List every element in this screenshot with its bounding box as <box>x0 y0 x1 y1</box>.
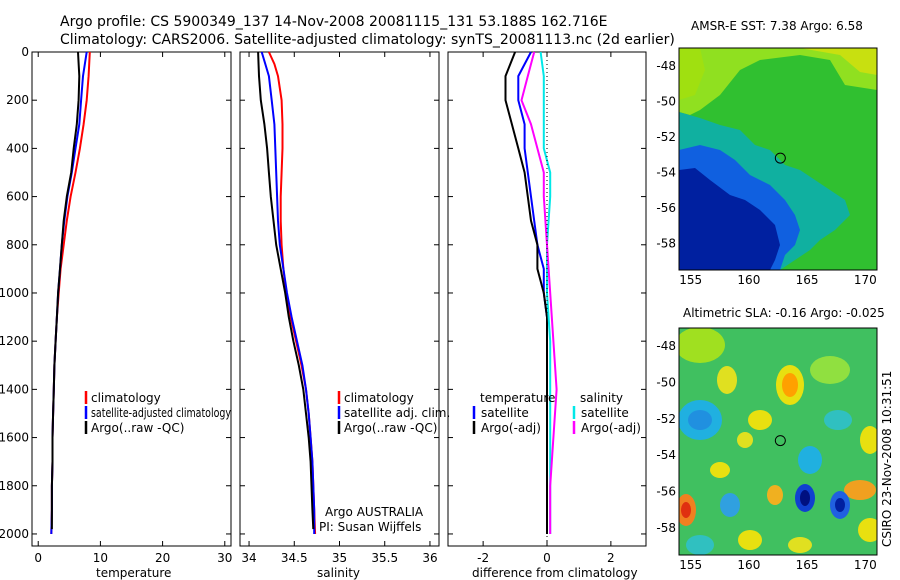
legend-label-temp-argo: Argo(-adj) <box>481 421 541 435</box>
legend-label-sat-adj: satellite-adjusted climatology <box>91 406 231 420</box>
difference-legend-temperature: temperature satellite Argo(-adj) <box>472 391 555 435</box>
y-tick-label: 800 <box>6 238 29 252</box>
x-tick-label: -2 <box>477 551 489 565</box>
y-tick-label: 200 <box>6 93 29 107</box>
legend-label-temp-satellite: satellite <box>481 406 529 420</box>
sst-map-image <box>679 48 877 270</box>
map-y-tick-label: -48 <box>656 59 676 73</box>
y-tick-label: 600 <box>6 190 29 204</box>
map-x-tick-label: 170 <box>854 558 877 572</box>
difference-legend-salinity: salinity satellite Argo(-adj) <box>572 391 641 435</box>
x-tick-label: 2 <box>607 551 615 565</box>
temperature-panel-frame <box>31 51 232 547</box>
series-line-temperature-satellite <box>517 51 548 534</box>
x-tick-label: 35.5 <box>371 551 398 565</box>
x-tick-label: 35 <box>332 551 347 565</box>
salinity-panel-frame <box>239 51 440 547</box>
series-line-climatology <box>267 51 317 535</box>
sla-map-image <box>679 328 877 555</box>
legend-label-sal-argo: Argo(-adj) <box>581 421 641 435</box>
header-line2: Climatology: CARS2006. Satellite-adjuste… <box>60 32 675 48</box>
y-tick-label: 1600 <box>0 431 29 445</box>
legend-label-sat-adj: satellite adj. clim. <box>344 406 450 420</box>
difference-xlabel: difference from climatology <box>472 566 638 580</box>
y-tick-label: 1400 <box>0 382 29 396</box>
sst-map-title: AMSR-E SST: 7.38 Argo: 6.58 <box>691 19 863 33</box>
y-tick-label: 1800 <box>0 479 29 493</box>
legend-label-climatology: climatology <box>344 391 414 405</box>
series-line-argo-raw-qc- <box>50 51 81 530</box>
map-y-tick-label: -58 <box>656 236 676 250</box>
map-y-tick-label: -50 <box>656 94 676 108</box>
sst-map-frame <box>678 47 878 271</box>
map-y-tick-label: -52 <box>656 130 676 144</box>
legend-label-climatology: climatology <box>91 391 161 405</box>
legend-title-salinity: salinity <box>580 391 623 405</box>
y-tick-label: 1200 <box>0 334 29 348</box>
series-line-salinity-satellite <box>539 51 552 534</box>
map-y-tick-label: -54 <box>656 448 676 462</box>
map-y-tick-label: -54 <box>656 165 676 179</box>
map-y-tick-label: -56 <box>656 484 676 498</box>
salinity-xlabel: salinity <box>317 566 360 580</box>
map-x-tick-label: 155 <box>679 273 702 287</box>
map-x-tick-label: 165 <box>796 273 819 287</box>
y-tick-label: 400 <box>6 141 29 155</box>
sla-map-title: Altimetric SLA: -0.16 Argo: -0.025 <box>683 306 885 320</box>
legend-label-argo: Argo(..raw -QC) <box>344 421 437 435</box>
annotation-pi: PI: Susan Wijffels <box>319 520 421 534</box>
map-x-tick-label: 165 <box>796 558 819 572</box>
legend-title-temperature: temperature <box>480 391 555 405</box>
x-tick-label: 0 <box>34 551 42 565</box>
series-line-climatology <box>50 51 91 535</box>
x-tick-label: 34 <box>241 551 256 565</box>
x-tick-label: 20 <box>155 551 170 565</box>
argo-location-marker <box>774 152 786 164</box>
y-tick-label: 0 <box>21 45 29 59</box>
x-tick-label: 36 <box>422 551 437 565</box>
credit-text: CSIRO 23-Nov-2008 10:31:51 <box>880 371 894 547</box>
sla-map-frame <box>678 327 878 556</box>
argo-location-marker <box>774 435 786 447</box>
header-line1: Argo profile: CS 5900349_137 14-Nov-2008… <box>60 14 607 30</box>
map-y-tick-label: -56 <box>656 201 676 215</box>
legend-label-argo: Argo(..raw -QC) <box>91 421 184 435</box>
map-x-tick-label: 155 <box>679 558 702 572</box>
x-tick-label: 0 <box>543 551 551 565</box>
temperature-xlabel: temperature <box>96 566 171 580</box>
map-y-tick-label: -48 <box>656 339 676 353</box>
x-tick-label: 34.5 <box>281 551 308 565</box>
map-x-tick-label: 170 <box>854 273 877 287</box>
x-tick-label: 30 <box>217 551 232 565</box>
y-tick-label: 2000 <box>0 527 29 541</box>
y-tick-label: 1000 <box>0 286 29 300</box>
series-line-satellite-adjusted-climatology <box>50 51 88 535</box>
legend-label-sal-satellite: satellite <box>581 406 629 420</box>
x-tick-label: 10 <box>93 551 108 565</box>
temperature-legend: climatology satellite-adjusted climatolo… <box>84 391 231 435</box>
map-y-tick-label: -50 <box>656 375 676 389</box>
series-line-satellite-adj-clim- <box>260 51 316 534</box>
series-line-salinity-argo-adj- <box>520 51 558 534</box>
map-x-tick-label: 160 <box>737 273 760 287</box>
series-line-argo-raw-qc- <box>257 51 315 530</box>
map-x-tick-label: 160 <box>737 558 760 572</box>
map-y-tick-label: -52 <box>656 412 676 426</box>
salinity-legend: climatology satellite adj. clim. Argo(..… <box>319 391 450 534</box>
annotation-argo-australia: Argo AUSTRALIA <box>325 505 424 519</box>
series-line-temperature-argo-adj- <box>504 51 548 534</box>
map-y-tick-label: -58 <box>656 521 676 535</box>
